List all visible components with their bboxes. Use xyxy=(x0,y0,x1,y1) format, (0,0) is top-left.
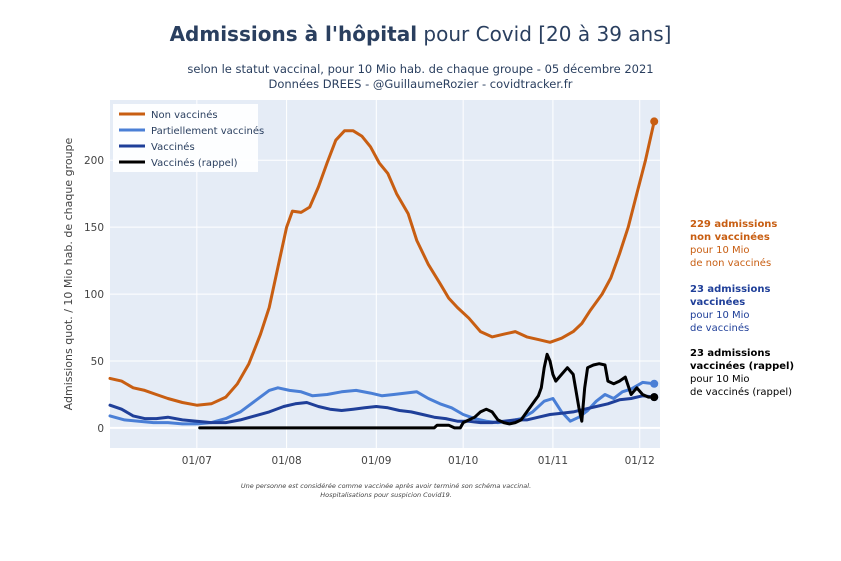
chart-title-bold: Admissions à l'hôpital xyxy=(169,22,418,46)
annotation-booster-count: 23 admissions xyxy=(690,348,771,359)
series-end-marker-non-vaccinated xyxy=(650,117,659,126)
x-tick-label: 01/12 xyxy=(625,455,655,467)
y-axis-label: Admissions quot. / 10 Mio hab. de chaque… xyxy=(62,137,75,410)
annotation-vaccinated: 23 admissions vaccinées pour 10 Mio de v… xyxy=(690,283,770,335)
series-line-vaccinated-booster xyxy=(198,352,656,430)
legend-label-vaccinated-booster: Vaccinés (rappel) xyxy=(151,157,238,169)
y-tick-label: 200 xyxy=(84,155,104,167)
annotation-vaccinated-count: 23 admissions xyxy=(690,284,771,295)
x-tick-label: 01/08 xyxy=(271,455,301,467)
y-tick-label: 50 xyxy=(91,356,104,368)
legend-label-vaccinated: Vaccinés xyxy=(151,141,195,153)
chart-title-rest: pour Covid [20 à 39 ans] xyxy=(417,22,672,46)
series-line-non-vaccinated xyxy=(108,119,656,407)
x-tick-label: 01/09 xyxy=(361,455,391,467)
legend-label-non-vaccinated: Non vaccinés xyxy=(151,109,218,121)
x-tick-label: 01/11 xyxy=(538,455,568,467)
annotation-non-vaccinated-status: non vaccinées xyxy=(690,232,770,243)
annotation-booster-status: vaccinées (rappel) xyxy=(690,361,795,372)
legend: Non vaccinés Partiellement vaccinés Vaccin… xyxy=(113,104,264,172)
chart-title: Admissions à l'hôpital pour Covid [20 à … xyxy=(0,22,841,46)
y-tick-label: 150 xyxy=(84,222,104,234)
annotation-non-vaccinated-group: de non vaccinés xyxy=(690,258,772,269)
y-tick-label: 0 xyxy=(97,423,104,435)
y-tick-label: 100 xyxy=(84,289,104,301)
annotation-vaccinated-status: vaccinées xyxy=(690,297,746,308)
annotation-non-vaccinated: 229 admissions non vaccinées pour 10 Mio… xyxy=(690,218,777,270)
footnote-line1: Une personne est considérée comme vaccin… xyxy=(240,482,532,490)
annotation-booster: 23 admissions vaccinées (rappel) pour 10… xyxy=(690,347,794,399)
annotation-non-vaccinated-count: 229 admissions xyxy=(690,219,778,230)
annotation-vaccinated-per: pour 10 Mio xyxy=(690,310,750,321)
x-tick-label: 01/07 xyxy=(182,455,212,467)
annotation-vaccinated-group: de vaccinés xyxy=(690,323,750,334)
x-tick-label: 01/10 xyxy=(448,455,478,467)
series-end-marker-partially-vaccinated xyxy=(650,379,659,388)
annotation-non-vaccinated-per: pour 10 Mio xyxy=(690,245,750,256)
annotation-booster-per: pour 10 Mio xyxy=(690,374,750,385)
annotation-booster-group: de vaccinés (rappel) xyxy=(690,387,793,398)
footnote-line2: Hospitalisations pour suspicion Covid19. xyxy=(320,491,452,499)
legend-label-partially-vaccinated: Partiellement vaccinés xyxy=(151,125,264,137)
series-end-marker-vaccinated-booster xyxy=(650,393,659,402)
chart-subtitle-line2: Données DREES - @GuillaumeRozier - covid… xyxy=(268,77,573,91)
series-line-vaccinated xyxy=(108,394,656,425)
chart-subtitle-line1: selon le statut vaccinal, pour 10 Mio ha… xyxy=(187,62,654,76)
